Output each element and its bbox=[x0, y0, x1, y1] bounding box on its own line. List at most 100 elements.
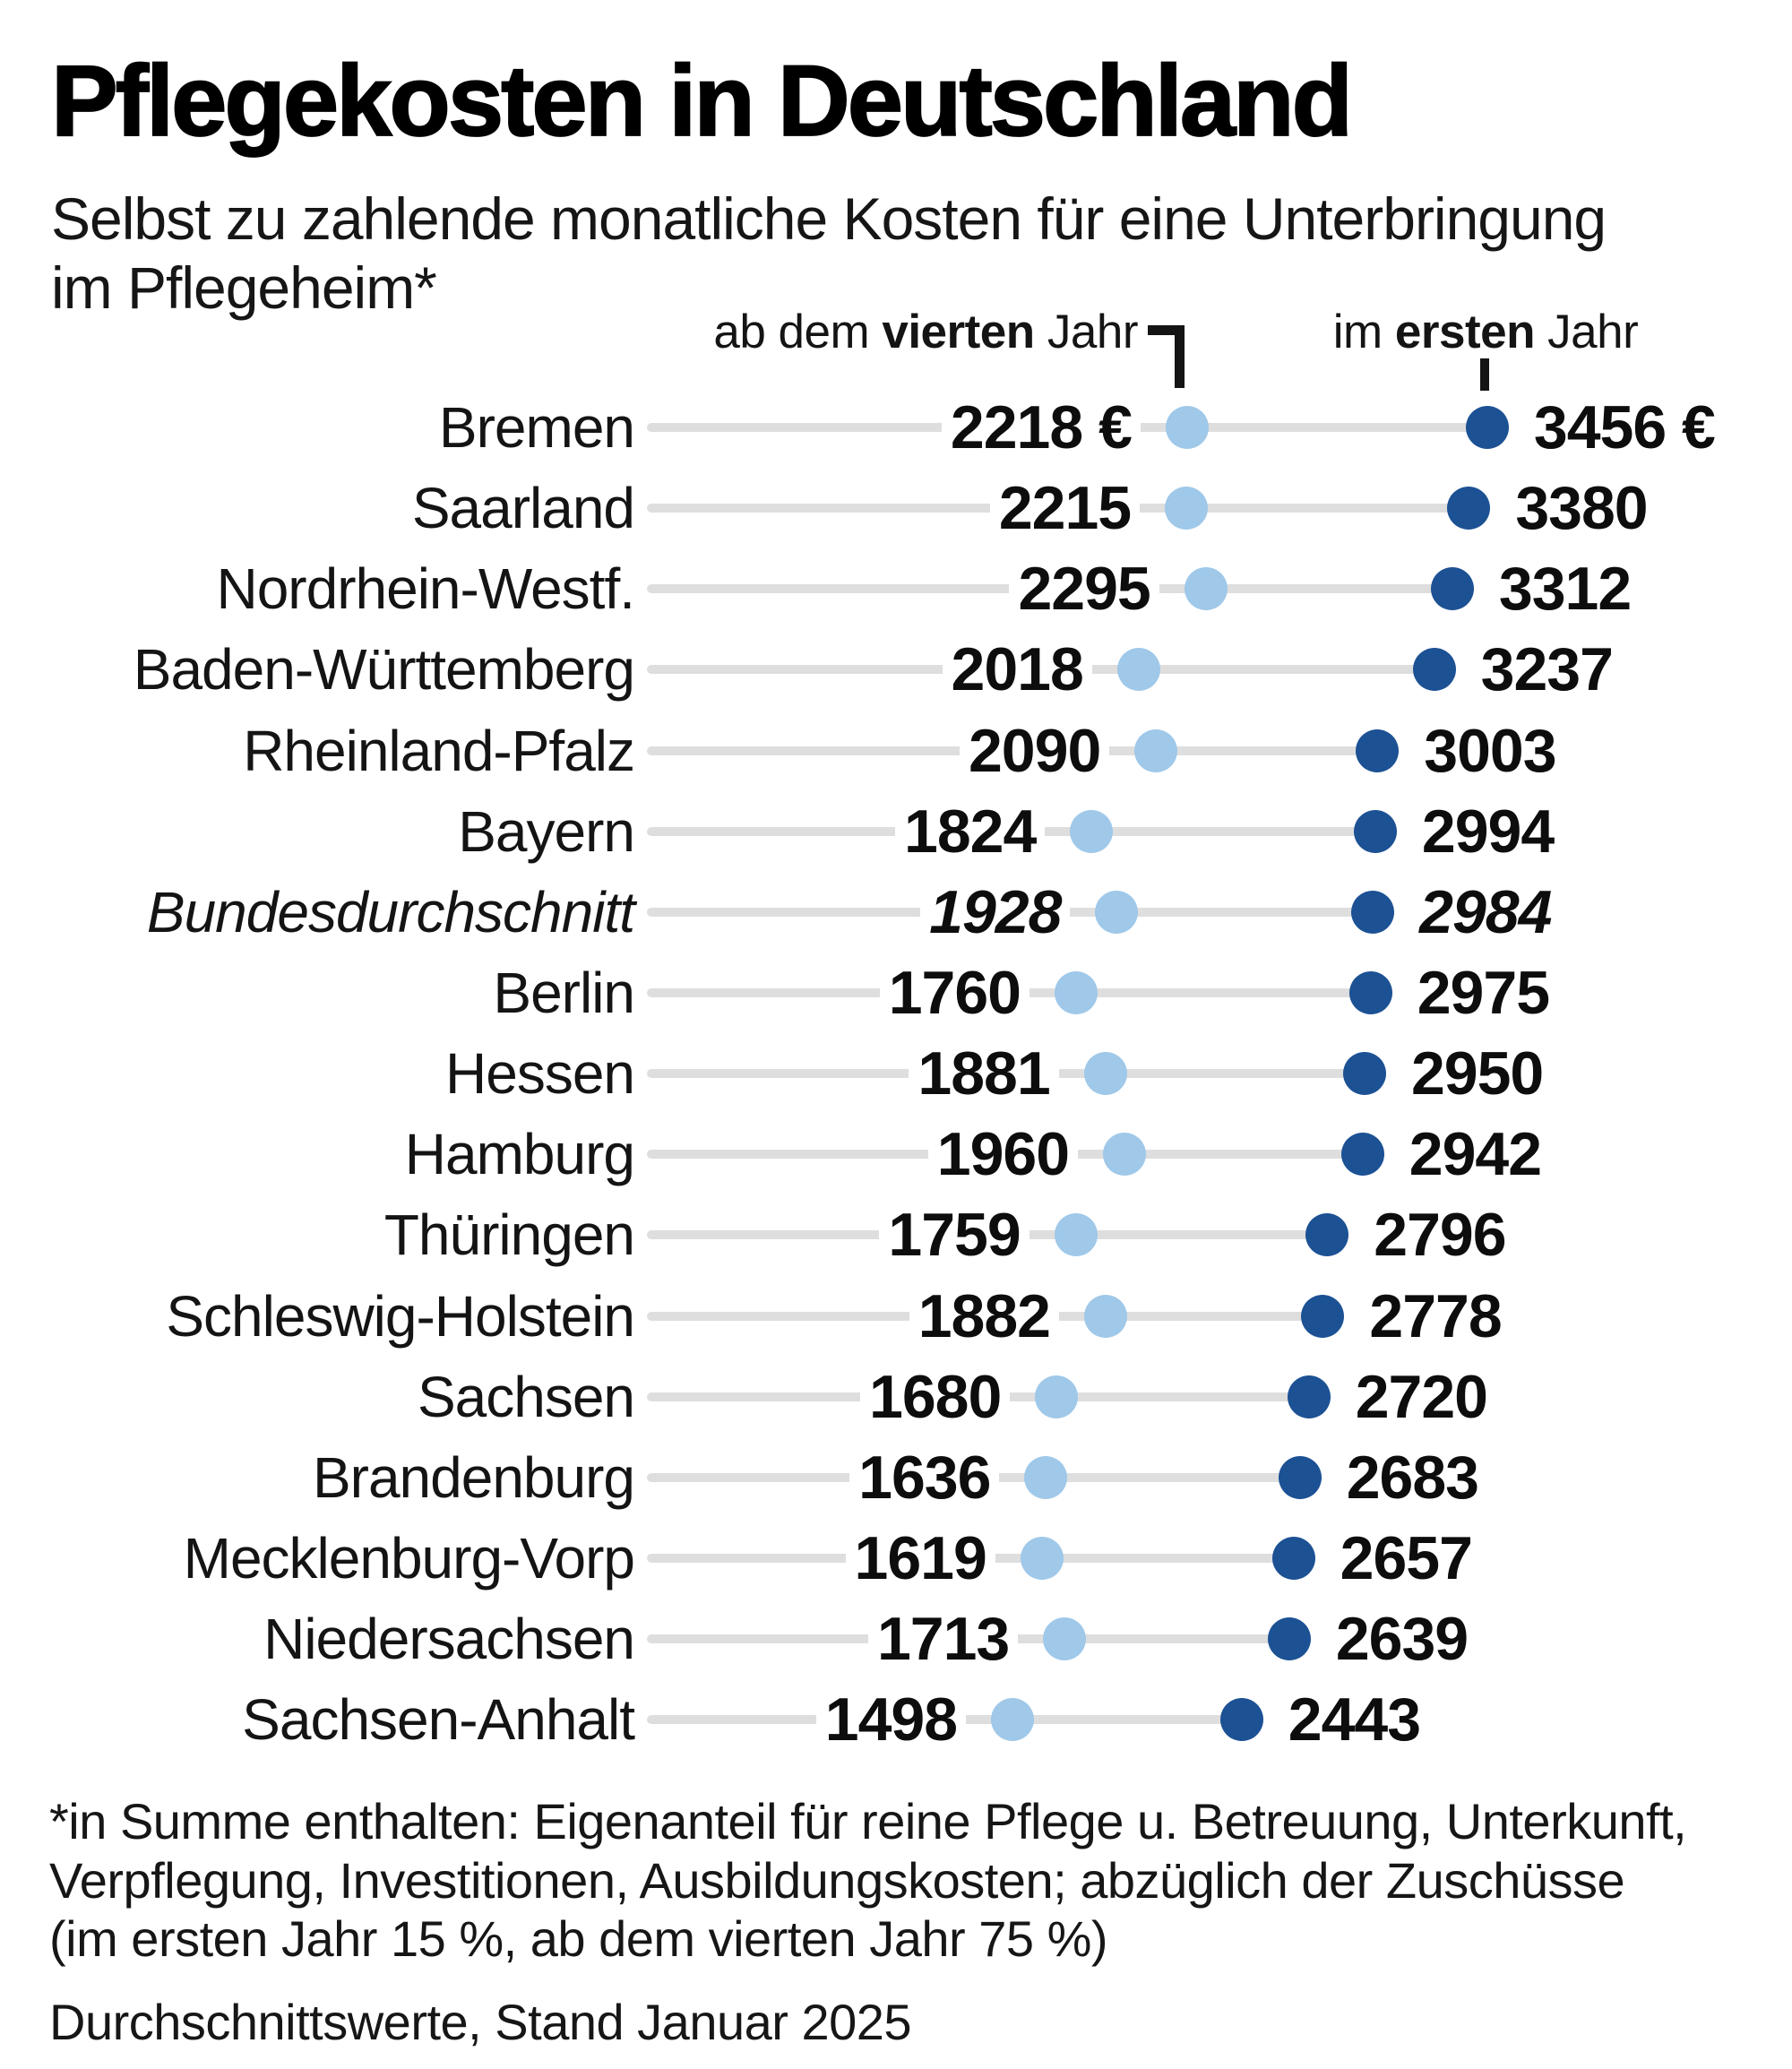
year4-dot bbox=[1103, 1133, 1147, 1177]
year1-value: 2994 bbox=[1412, 790, 1564, 872]
row-label: Thüringen bbox=[383, 1203, 635, 1268]
chart-row: Berlin 1760 2975 bbox=[0, 952, 1792, 1033]
year4-dot bbox=[1134, 728, 1178, 772]
year4-value: 1636 bbox=[849, 1436, 1000, 1518]
year4-dot bbox=[991, 1698, 1035, 1742]
chart-row: Saarland 2215 3380 bbox=[0, 468, 1792, 549]
row-label: Brandenburg bbox=[312, 1444, 635, 1510]
year4-dot bbox=[1165, 487, 1209, 530]
year1-dot bbox=[1278, 1455, 1322, 1499]
year1-dot bbox=[1267, 1617, 1311, 1661]
chart-row: Rheinland-Pfalz 2090 3003 bbox=[0, 710, 1792, 791]
legend-year4-post: Jahr bbox=[1034, 306, 1139, 358]
year1-dot bbox=[1351, 890, 1395, 934]
row-label: Hamburg bbox=[404, 1122, 635, 1187]
year4-dot bbox=[1184, 567, 1228, 611]
year1-value: 2443 bbox=[1279, 1679, 1430, 1761]
page-title: Pflegekosten in Deutschland bbox=[50, 44, 1354, 158]
chart-subtitle: Selbst zu zahlende monatliche Kosten für… bbox=[51, 185, 1607, 322]
row-label: Schleswig-Holstein bbox=[166, 1283, 635, 1349]
row-label: Baden-Württemberg bbox=[133, 637, 635, 703]
year4-dot bbox=[1020, 1536, 1064, 1580]
year4-value: 2018 bbox=[942, 629, 1092, 711]
legend-year1-post: Jahr bbox=[1534, 306, 1639, 358]
year4-dot bbox=[1054, 1213, 1098, 1257]
year4-value: 1759 bbox=[879, 1194, 1030, 1276]
legend-year4-pre: ab dem bbox=[713, 306, 883, 358]
year1-value: 2950 bbox=[1401, 1033, 1553, 1115]
year4-value: 1881 bbox=[909, 1033, 1059, 1115]
row-label: Hessen bbox=[445, 1041, 635, 1107]
chart-row: Sachsen-Anhalt 1498 2443 bbox=[0, 1679, 1792, 1761]
year1-value: 2657 bbox=[1331, 1517, 1481, 1599]
chart-row: Hamburg 1960 2942 bbox=[0, 1114, 1792, 1195]
year1-dot bbox=[1305, 1213, 1349, 1257]
year1-dot bbox=[1340, 1133, 1384, 1177]
legend-year1-bold: ersten bbox=[1394, 306, 1536, 358]
chart-row: Bremen 2218 € 3456 € bbox=[0, 387, 1792, 468]
year1-dot bbox=[1430, 567, 1474, 611]
legend-year1-label: im ersten Jahr bbox=[1333, 308, 1639, 356]
year4-dot bbox=[1054, 970, 1098, 1014]
year4-value: 1882 bbox=[909, 1275, 1059, 1357]
year1-value: 2720 bbox=[1346, 1356, 1496, 1437]
year1-dot bbox=[1219, 1698, 1263, 1742]
year1-value: 2639 bbox=[1326, 1599, 1478, 1680]
year4-value: 1928 bbox=[920, 871, 1071, 953]
year4-value: 1824 bbox=[895, 790, 1046, 872]
year4-dot bbox=[1083, 1294, 1127, 1338]
footnote: *in Summe enthalten: Eigenanteil für rei… bbox=[49, 1793, 1687, 1968]
chart-row: Nordrhein-Westf. 2295 3312 bbox=[0, 548, 1792, 630]
year1-dot bbox=[1447, 487, 1491, 530]
year4-value: 1498 bbox=[815, 1679, 967, 1761]
legend-year4-pointer-bracket bbox=[1148, 325, 1185, 388]
row-label: Niedersachsen bbox=[263, 1607, 635, 1672]
legend-year4-label: ab dem vierten Jahr bbox=[713, 308, 1138, 356]
chart-row: Hessen 1881 2950 bbox=[0, 1033, 1792, 1115]
year1-dot bbox=[1342, 1052, 1386, 1096]
row-label: Berlin bbox=[493, 960, 635, 1025]
year1-dot bbox=[1465, 406, 1509, 449]
year1-value: 2975 bbox=[1408, 952, 1559, 1033]
chart-row: Bundesdurchschnitt 1928 2984 bbox=[0, 871, 1792, 953]
chart-row: Brandenburg 1636 2683 bbox=[0, 1436, 1792, 1518]
year1-value: 3237 bbox=[1471, 629, 1622, 711]
row-label: Mecklenburg-Vorp bbox=[183, 1525, 635, 1591]
chart-row: Mecklenburg-Vorp 1619 2657 bbox=[0, 1517, 1792, 1599]
chart-row: Thüringen 1759 2796 bbox=[0, 1194, 1792, 1276]
year1-value: 2984 bbox=[1410, 871, 1561, 953]
year1-dot bbox=[1271, 1536, 1315, 1580]
year1-dot bbox=[1412, 648, 1456, 692]
year4-value: 1619 bbox=[845, 1517, 995, 1599]
row-label: Bremen bbox=[438, 395, 635, 460]
year4-dot bbox=[1083, 1052, 1127, 1096]
year4-value: 2090 bbox=[959, 710, 1110, 791]
row-label: Sachsen bbox=[417, 1364, 635, 1429]
source-note: Durchschnittswerte, Stand Januar 2025 bbox=[49, 1994, 912, 2050]
year1-dot bbox=[1353, 809, 1397, 853]
row-label: Bayern bbox=[458, 798, 635, 864]
year1-dot bbox=[1301, 1294, 1345, 1338]
year1-value: 2683 bbox=[1337, 1436, 1487, 1518]
chart-row: Sachsen 1680 2720 bbox=[0, 1356, 1792, 1437]
year1-value: 2796 bbox=[1365, 1194, 1515, 1276]
year1-value: 3456 € bbox=[1524, 387, 1724, 468]
year1-value: 3312 bbox=[1489, 548, 1641, 630]
year4-dot bbox=[1024, 1455, 1068, 1499]
chart-row: Schleswig-Holstein 1882 2778 bbox=[0, 1275, 1792, 1357]
year4-value: 2295 bbox=[1009, 548, 1159, 630]
chart-row: Baden-Württemberg 2018 3237 bbox=[0, 629, 1792, 711]
legend-year4-bold: vierten bbox=[882, 306, 1035, 358]
row-label: Nordrhein-Westf. bbox=[216, 556, 635, 622]
row-label: Bundesdurchschnitt bbox=[146, 879, 635, 944]
year1-dot bbox=[1287, 1375, 1331, 1418]
year4-value: 1960 bbox=[927, 1114, 1079, 1195]
chart-row: Niedersachsen 1713 2639 bbox=[0, 1599, 1792, 1680]
year1-value: 3380 bbox=[1506, 468, 1657, 549]
year4-value: 1760 bbox=[879, 952, 1030, 1033]
year1-value: 3003 bbox=[1415, 710, 1565, 791]
legend-year1-pointer-tick bbox=[1480, 358, 1489, 391]
year4-dot bbox=[1165, 406, 1209, 449]
year4-dot bbox=[1035, 1375, 1079, 1418]
